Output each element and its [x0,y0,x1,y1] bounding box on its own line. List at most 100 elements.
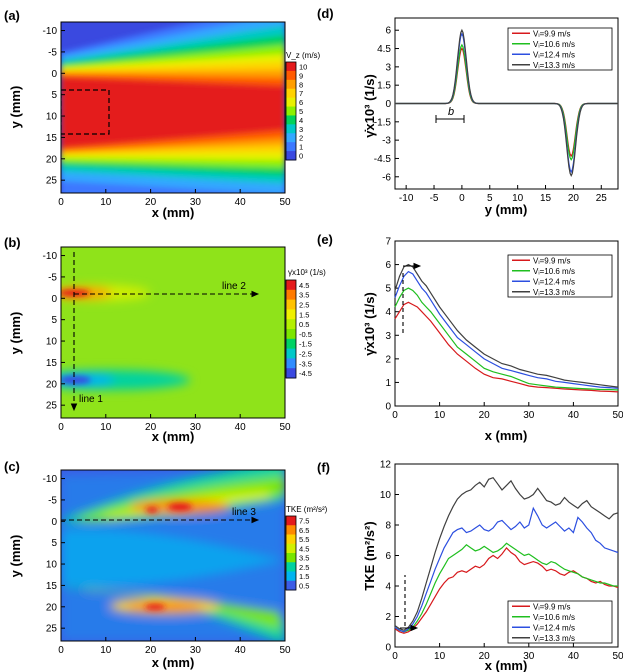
y-tick-label: -3 [382,136,391,147]
colorbar-level-label: 6.5 [299,526,309,535]
y-tick-label: -10 [43,26,58,37]
series-line [394,542,618,633]
y-tick-label: 6 [385,260,391,271]
y-tick-label: 2 [385,612,391,623]
x-tick-label: 0 [58,197,64,208]
colorbar-swatch [286,368,296,379]
colorbar-level-label: 1.5 [299,572,309,581]
x-tick-label: -10 [399,193,414,204]
panel-b-colorbar: 4.53.52.51.50.5-0.5-1.5-2.5-3.5-4.5 [285,279,312,379]
x-tick-label: 0 [58,645,64,656]
colorbar-level-label: 5.5 [299,535,309,544]
y-tick-label: -5 [48,272,57,283]
legend-label: Vᵢ=10.6 m/s [533,267,575,276]
colorbar-swatch [286,319,296,330]
y-tick-label: 3 [385,62,391,73]
legend-label: Vᵢ=12.4 m/s [533,50,575,59]
colorbar-level-label: -2.5 [299,350,312,359]
x-tick-label: 10 [100,645,112,656]
colorbar-swatch [286,88,296,99]
panel-f-legend: Vᵢ=9.9 m/s Vᵢ=10.6 m/sVᵢ=12.4 m/s Vᵢ=13.3 … [507,600,613,644]
y-tick-label: 7 [385,237,391,248]
x-tick-label: 40 [235,422,247,433]
y-tick-label: 20 [46,379,58,390]
x-tick-label: 40 [235,197,247,208]
colorbar-swatch [286,525,296,535]
series-line [394,270,619,389]
colorbar-swatch [286,329,296,340]
legend-label: Vᵢ=12.4 m/s [533,277,575,286]
panel-c-lower-hotspot [145,604,165,610]
y-tick-label: 2 [385,354,391,365]
y-tick-label: 4 [385,582,391,593]
colorbar-swatch [286,97,296,108]
colorbar-frame [285,61,297,161]
colorbar-swatch [286,79,296,90]
colorbar-swatch [286,133,296,143]
colorbar-swatch [286,106,296,116]
y-tick-label: 1 [385,378,391,389]
colorbar-level-label: 2.5 [299,563,309,572]
x-tick-label: 30 [190,197,202,208]
panel-label-c: (c) [4,459,20,474]
y-tick-label: 12 [380,460,392,471]
x-tick-label: 40 [568,651,580,662]
panel-b-background [61,247,285,418]
panel-a-x-axis: 0 10 20 30 40 50 [58,189,291,208]
y-tick-label: 8 [385,521,391,532]
panel-b-lower-shear-core [61,376,91,384]
colorbar-swatch [286,124,296,134]
colorbar-level-label: 3.5 [299,291,309,300]
x-tick-label: 20 [568,193,580,204]
x-tick-label: 0 [459,193,465,204]
legend-label: Vᵢ=9.9 m/s [533,602,571,611]
panel-c-colorbar: 7.56.55.54.53.52.51.50.5 [285,515,309,591]
colorbar-level-label: -4.5 [299,369,312,378]
colorbar-swatch [286,309,296,320]
legend-label: Vᵢ=12.4 m/s [533,623,575,632]
panel-c-y-axis: -10 -5 0 5 10 15 20 25 [43,474,65,635]
colorbar-level-label: -0.5 [299,330,312,339]
x-tick-label: -5 [430,193,439,204]
panel-f-xlabel: x (mm) [485,658,528,672]
panel-c-colorbar-title: TKE (m²/s²) [286,505,328,514]
x-tick-label: 30 [523,651,535,662]
y-tick-label: 4.5 [377,44,391,55]
panel-c-lower-band-2 [80,589,280,630]
y-tick-label: 10 [380,490,392,501]
colorbar-swatch [286,553,296,563]
y-tick-label: 5 [51,315,57,326]
y-tick-label: -1.5 [374,117,392,128]
colorbar-level-label: 4.5 [299,281,309,290]
x-tick-label: 0 [392,410,398,421]
panel-e-series [394,263,619,393]
x-tick-label: 0 [58,422,64,433]
x-tick-label: 10 [100,197,112,208]
x-tick-label: 10 [434,410,446,421]
panel-f-ylabel: TKE (m²/s²) [362,521,377,590]
panel-a-dashed-box [61,89,110,135]
y-tick-label: -6 [382,172,391,183]
panel-b-colorbar-title: γ̇x10³ (1/s) [288,268,326,277]
colorbar-level-label: 1 [299,143,303,152]
panel-label-e: (e) [317,232,333,247]
colorbar-swatch [286,543,296,554]
y-tick-label: 10 [46,112,58,123]
legend-label: Vᵢ=10.6 m/s [533,40,575,49]
colorbar-level-label: 7.5 [299,517,309,526]
colorbar-frame [285,279,297,379]
y-tick-label: 25 [46,624,58,635]
y-tick-label: 1.5 [377,81,391,92]
colorbar-swatch [286,580,296,591]
x-tick-label: 20 [479,410,491,421]
series-line [394,506,619,633]
x-tick-label: 30 [190,645,202,656]
colorbar-level-label: 0.5 [299,320,309,329]
panel-b-line2-label: line 2 [222,281,246,292]
colorbar-swatch [286,338,296,350]
x-tick-label: 10 [512,193,524,204]
y-tick-label: 10 [46,560,58,571]
panel-f-series [394,476,619,634]
y-tick-label: 5 [385,284,391,295]
